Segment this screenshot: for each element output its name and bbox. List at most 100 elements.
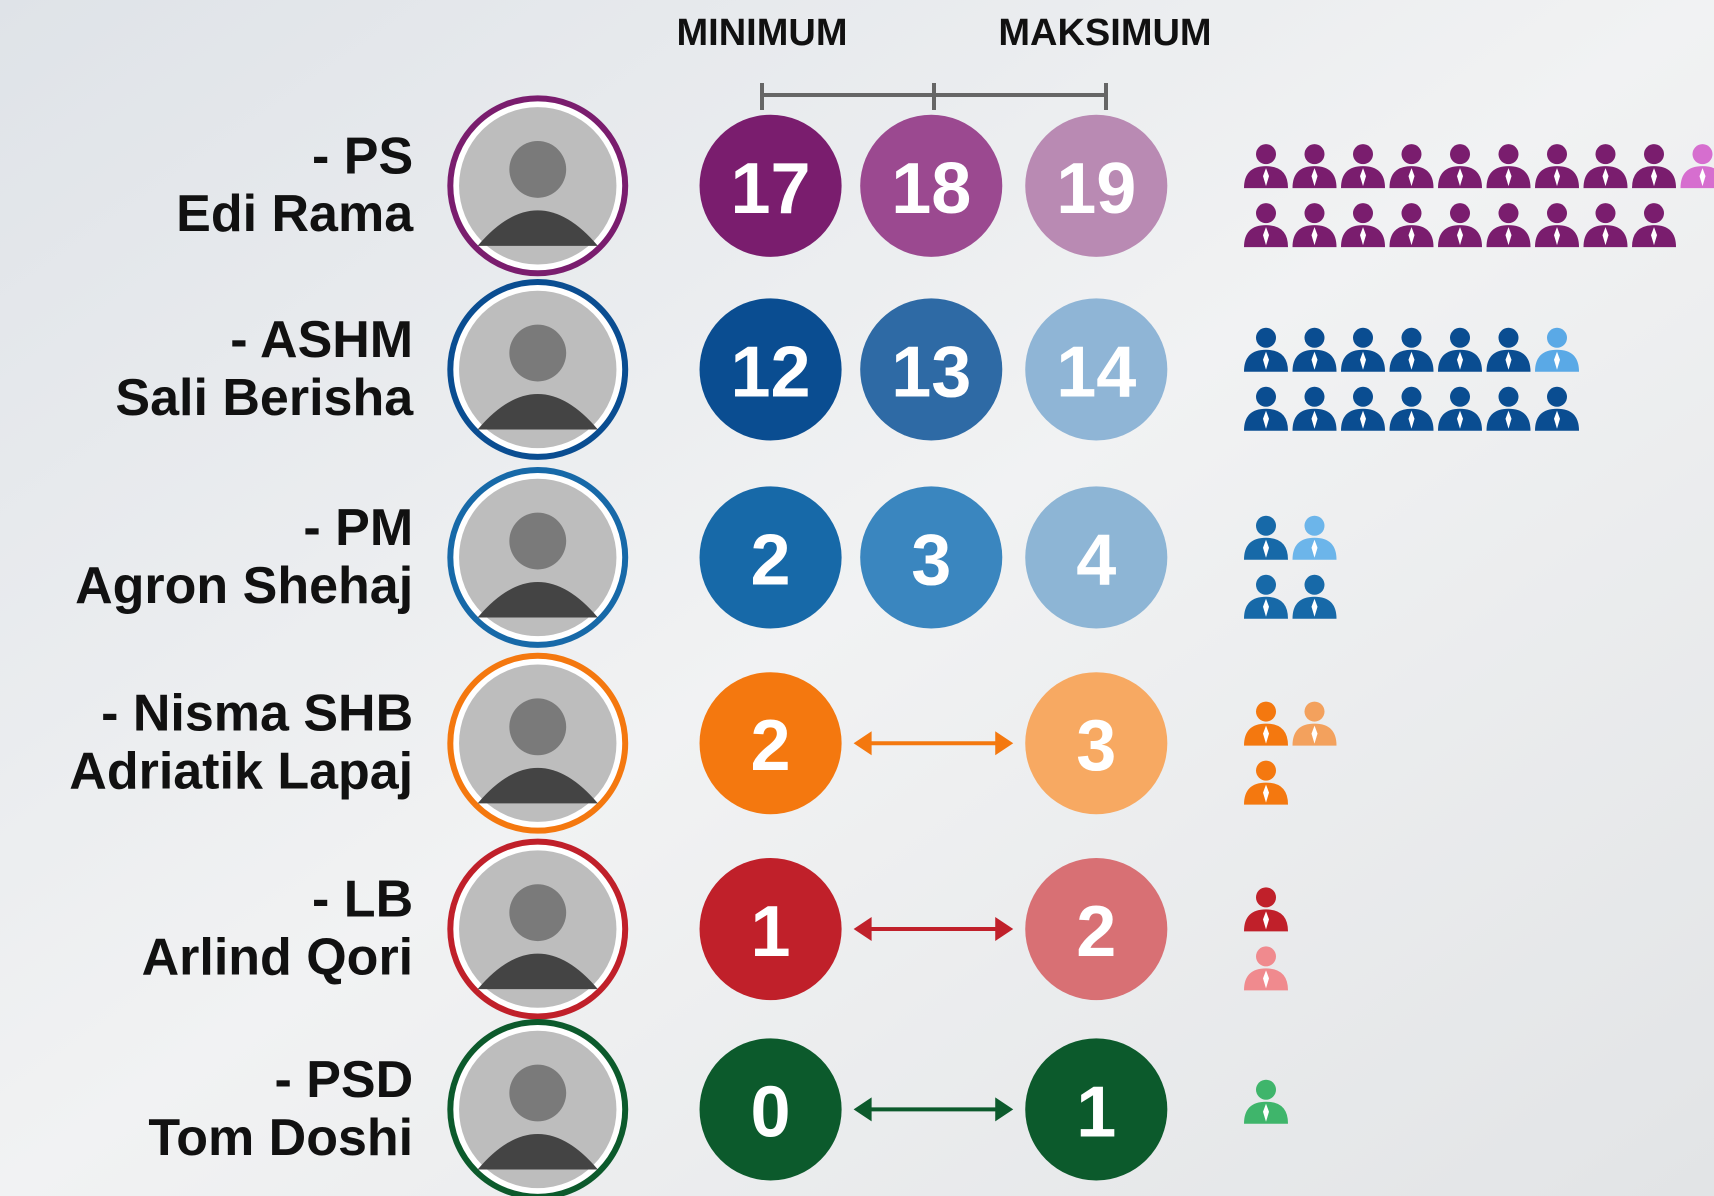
icon-tie	[1263, 410, 1269, 429]
icon-tie	[1311, 598, 1318, 617]
seat-icon	[1244, 386, 1288, 431]
icon-head	[1498, 144, 1519, 165]
icon-head	[1256, 574, 1276, 595]
seat-value: 18	[891, 149, 971, 229]
icon-head	[1401, 203, 1422, 224]
icon-tie	[1408, 410, 1415, 429]
icon-tie	[1505, 227, 1512, 246]
seat-value: 3	[1076, 706, 1116, 786]
range-bracket	[760, 83, 1108, 110]
max-label: MAKSIMUM	[998, 12, 1211, 54]
seat-icon	[1486, 203, 1531, 248]
icon-tie	[1360, 351, 1366, 370]
leader-name: Tom Doshi	[148, 1109, 413, 1167]
icon-tie	[1457, 168, 1463, 187]
seat-circle	[699, 486, 842, 629]
icon-head	[1353, 144, 1373, 165]
seat-circle	[1025, 672, 1168, 815]
icon-head	[1256, 701, 1276, 722]
seat-value: 12	[731, 332, 811, 412]
seat-icon	[1244, 327, 1288, 372]
party: - ASHM	[230, 311, 413, 369]
icon-head	[1256, 144, 1276, 165]
seat-icon	[1583, 144, 1628, 189]
icon-tie	[1360, 410, 1366, 429]
seat-icon	[1438, 386, 1482, 431]
party: - PSD	[274, 1051, 413, 1109]
photo-body	[477, 953, 598, 990]
icon-tie	[1263, 911, 1269, 930]
seat-circle	[699, 858, 842, 1001]
seat-icon	[1632, 203, 1676, 248]
icon-tie	[1408, 351, 1415, 370]
seat-icon	[1535, 386, 1579, 431]
seat-circle	[699, 298, 842, 441]
photo-head	[509, 140, 567, 198]
leader-name: Adriatik Lapaj	[69, 743, 413, 801]
seat-icon	[1389, 327, 1434, 372]
seat-value: 3	[911, 520, 951, 600]
icon-tie	[1360, 227, 1366, 246]
icon-tie	[1263, 351, 1269, 370]
party: - PS	[312, 127, 413, 185]
icon-head	[1595, 203, 1616, 224]
icon-head	[1304, 515, 1325, 536]
icon-head	[1256, 515, 1276, 536]
seat-value: 4	[1076, 520, 1116, 600]
seat-icon	[1389, 386, 1434, 431]
party: - LB	[312, 871, 413, 929]
icon-head	[1450, 144, 1470, 165]
seat-value: 0	[751, 1072, 791, 1152]
seat-icon	[1583, 203, 1628, 248]
seat-value: 2	[751, 520, 791, 600]
icon-tie	[1554, 168, 1560, 187]
icon-head	[1256, 327, 1276, 348]
icon-tie	[1651, 227, 1657, 246]
icon-head	[1547, 144, 1567, 165]
seat-icon	[1292, 701, 1337, 746]
seat-value: 19	[1056, 149, 1136, 229]
icon-tie	[1651, 168, 1657, 187]
seat-icon	[1292, 144, 1337, 189]
icon-tie	[1554, 227, 1560, 246]
seat-circle	[860, 298, 1003, 441]
seat-icon	[1244, 203, 1288, 248]
icon-head	[1304, 574, 1325, 595]
icon-head	[1644, 144, 1664, 165]
icon-head	[1256, 760, 1276, 781]
icon-head	[1547, 386, 1567, 407]
seat-icon	[1341, 386, 1385, 431]
icon-head	[1401, 144, 1422, 165]
seat-icon	[1535, 327, 1579, 372]
icon-head	[1498, 203, 1519, 224]
seat-value: 13	[891, 332, 971, 412]
seat-value: 17	[731, 149, 811, 229]
arrow-head	[853, 731, 1014, 756]
photo-head	[509, 884, 567, 942]
icon-tie	[1263, 227, 1269, 246]
icon-tie	[1311, 410, 1318, 429]
seat-icon	[1244, 1079, 1288, 1124]
icon-head	[1304, 144, 1325, 165]
seat-icon	[1292, 574, 1337, 619]
icon-tie	[1554, 410, 1560, 429]
seat-icon	[1438, 144, 1482, 189]
seat-circle	[699, 114, 842, 257]
seat-icon	[1389, 203, 1434, 248]
icon-head	[1304, 386, 1325, 407]
icon-tie	[1602, 168, 1609, 187]
icon-tie	[1699, 168, 1706, 187]
icon-tie	[1408, 168, 1415, 187]
arrow-head	[853, 1097, 1014, 1122]
seat-icon	[1535, 203, 1579, 248]
icon-head	[1304, 327, 1325, 348]
leader-name: Edi Rama	[176, 185, 414, 243]
icon-tie	[1505, 351, 1512, 370]
seat-value: 2	[1076, 892, 1116, 972]
leader-name: Arlind Qori	[142, 928, 414, 986]
icon-tie	[1311, 351, 1318, 370]
seat-icon	[1292, 515, 1337, 560]
icon-head	[1547, 203, 1567, 224]
icon-tie	[1263, 1103, 1269, 1122]
seat-icon	[1486, 386, 1531, 431]
